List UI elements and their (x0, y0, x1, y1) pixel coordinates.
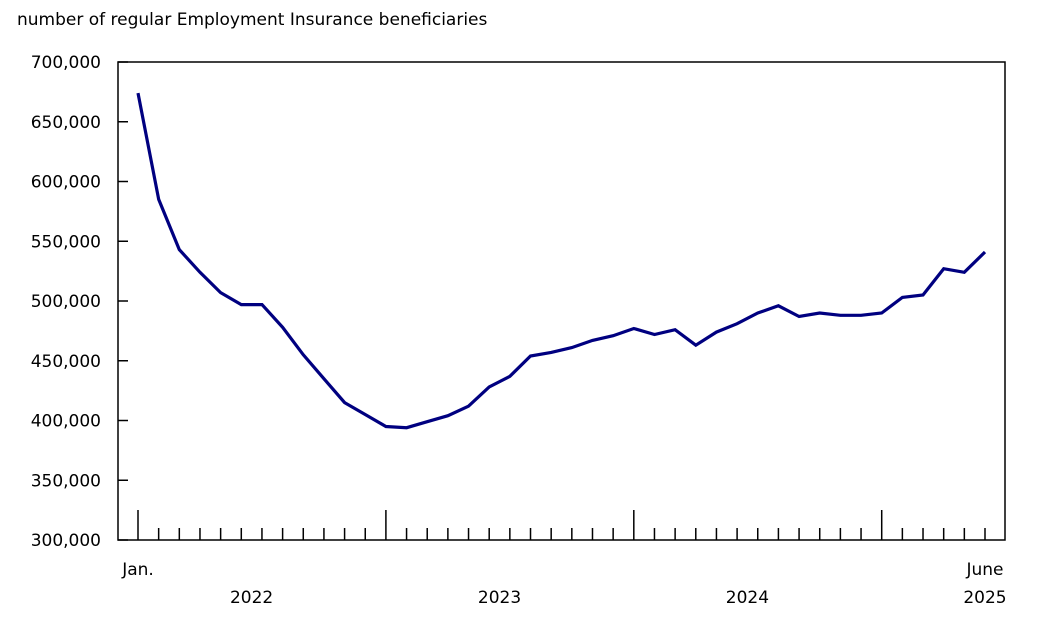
y-tick-label: 700,000 (31, 53, 101, 73)
x-end-label: June (965, 560, 1003, 580)
year-label: 2023 (478, 588, 521, 608)
year-label: 2025 (963, 588, 1006, 608)
x-start-label: Jan. (121, 560, 154, 580)
series-line-group (136, 92, 987, 430)
year-label: 2024 (726, 588, 769, 608)
y-tick-label: 400,000 (31, 412, 101, 432)
y-tick-label: 300,000 (31, 531, 101, 551)
y-tick-label: 500,000 (31, 292, 101, 312)
y-tick-label: 550,000 (31, 232, 101, 252)
series-line (136, 92, 987, 430)
y-tick-label: 350,000 (31, 471, 101, 491)
year-label: 2022 (230, 588, 273, 608)
y-tick-label: 600,000 (31, 173, 101, 193)
y-tick-label: 450,000 (31, 352, 101, 372)
x-axis (137, 510, 986, 540)
y-tick-label: 650,000 (31, 113, 101, 133)
plot-area-frame (117, 61, 1006, 541)
year-labels: 2022 2023 2024 2025 (230, 588, 1007, 608)
y-axis: 300,000 350,000 400,000 450,000 500,000 550,0… (31, 53, 128, 551)
chart-title: number of regular Employment Insurance b… (17, 10, 488, 30)
